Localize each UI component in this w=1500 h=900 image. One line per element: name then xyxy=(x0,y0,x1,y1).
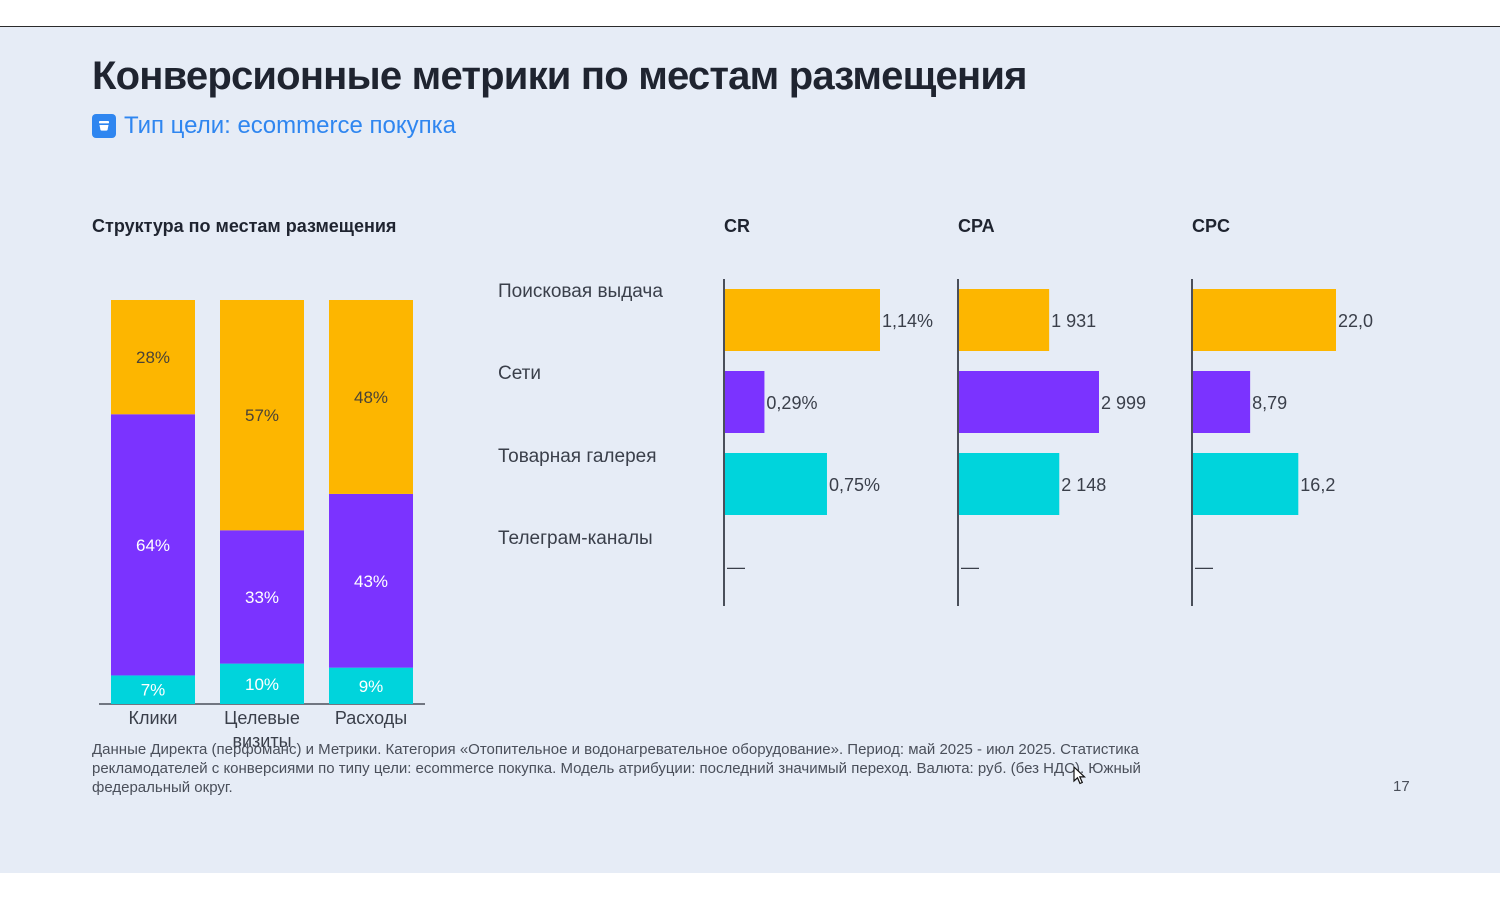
stacked-bar-networks-1 xyxy=(111,414,195,676)
cr-bar-search xyxy=(725,289,880,351)
x-tick-label-part: Целевые xyxy=(224,708,300,728)
row-label-telegram: Телеграм-каналы xyxy=(498,528,653,549)
x-tick-label-part: Клики xyxy=(129,708,178,728)
stacked-bar-label: 57% xyxy=(245,406,279,425)
bar-value-label: 1 931 xyxy=(1051,311,1096,331)
stacked-bar-label: 64% xyxy=(136,536,170,555)
stacked-bar-networks-3 xyxy=(329,493,413,668)
cpc-bar-search xyxy=(1193,289,1336,351)
bar-value-label: 2 148 xyxy=(1061,475,1106,495)
stacked-bar-networks-2 xyxy=(220,530,304,664)
stacked-bar-label: 28% xyxy=(136,348,170,367)
cpa-bar-networks xyxy=(959,371,1099,433)
stacked-bar-label: 7% xyxy=(141,681,166,700)
bar-value-label: 0,29% xyxy=(766,393,817,413)
x-tick-label: Клики xyxy=(129,708,178,728)
stacked-bar-gallery-1 xyxy=(111,675,195,704)
bar-value-label: 0,75% xyxy=(829,475,880,495)
page-number: 17 xyxy=(1393,778,1410,795)
stacked-bar-label: 9% xyxy=(359,677,384,696)
mouse-cursor-icon xyxy=(1073,765,1087,791)
bar-value-label: — xyxy=(961,557,979,577)
cpa-bar-gallery xyxy=(959,453,1060,515)
bar-value-label: 8,79 xyxy=(1252,393,1287,413)
stacked-bar-search-2 xyxy=(220,300,304,531)
goal-label: Тип цели: ecommerce покупка xyxy=(124,112,456,139)
row-label-gallery: Товарная галерея xyxy=(498,446,657,467)
stacked-bar-search-3 xyxy=(329,300,413,494)
cr-panel-title: CR xyxy=(724,216,750,236)
structure-chart-title: Структура по местам размещения xyxy=(92,216,397,236)
page-title: Конверсионные метрики по местам размещен… xyxy=(92,54,1027,98)
row-label-networks: Сети xyxy=(498,363,541,384)
bar-value-label: 22,0 xyxy=(1338,311,1373,331)
bar-value-label: 16,2 xyxy=(1300,475,1335,495)
bar-value-label: 1,14% xyxy=(882,311,933,331)
cr-bar-gallery xyxy=(725,453,827,515)
cr-bar-networks xyxy=(725,371,765,433)
x-tick-label: Расходы xyxy=(335,708,407,728)
stacked-bar-search-1 xyxy=(111,300,195,415)
x-tick-label: Целевые визиты xyxy=(224,708,300,751)
stacked-bar-gallery-2 xyxy=(220,663,304,704)
goal-type: Тип цели: ecommerce покупка xyxy=(92,112,456,140)
stacked-bar-label: 33% xyxy=(245,588,279,607)
cpa-panel-title: CPA xyxy=(958,216,995,236)
cpc-bar-networks xyxy=(1193,371,1251,433)
cart-icon xyxy=(92,114,116,138)
bar-value-label: — xyxy=(727,557,745,577)
stacked-bar-label: 43% xyxy=(354,572,388,591)
cpc-panel-title: CPC xyxy=(1192,216,1231,236)
top-divider xyxy=(0,26,1500,27)
stacked-bar-label: 10% xyxy=(245,675,279,694)
cpa-bar-search xyxy=(959,289,1050,351)
cpc-bar-gallery xyxy=(1193,453,1299,515)
stacked-bar-gallery-3 xyxy=(329,667,413,704)
x-tick-label-part: визиты xyxy=(232,731,291,751)
footnote: Данные Директа (перфоманс) и Метрики. Ка… xyxy=(92,741,1141,796)
row-label-search: Поисковая выдача xyxy=(498,281,663,302)
charts-canvas: 7% 64% 28% Клики 10% 33% 57% Целевые визиты 9% 43%… xyxy=(99,279,1373,751)
stacked-bar-label: 48% xyxy=(354,388,388,407)
x-tick-label-part: Расходы xyxy=(335,708,407,728)
bar-value-label: 2 999 xyxy=(1101,393,1146,413)
bar-value-label: — xyxy=(1195,557,1213,577)
